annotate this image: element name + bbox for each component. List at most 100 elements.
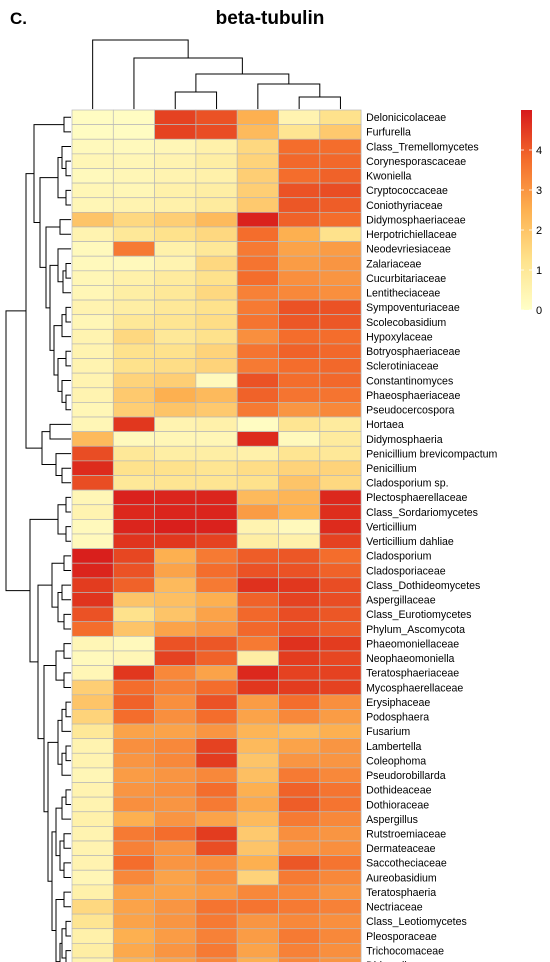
heatmap-cell bbox=[71, 621, 114, 637]
heatmap-cell bbox=[319, 826, 362, 842]
heatmap-cell bbox=[236, 606, 279, 623]
heatmap-cell bbox=[71, 504, 114, 520]
heatmap-cell bbox=[236, 285, 279, 301]
chart-title: beta-tubulin bbox=[216, 8, 325, 29]
heatmap-cell bbox=[195, 358, 238, 374]
heatmap-cell bbox=[154, 343, 197, 359]
row-label: Class_Tremellomycetes bbox=[366, 141, 479, 153]
row-label: Lentitheciaceae bbox=[366, 288, 440, 300]
row-dendrogram-branch bbox=[43, 665, 56, 813]
heatmap-cell bbox=[195, 562, 238, 579]
heatmap-cell bbox=[319, 416, 362, 432]
heatmap-cell bbox=[278, 285, 321, 301]
row-dendrogram-branch bbox=[63, 891, 71, 908]
row-label: Class_Sordariomycetes bbox=[366, 507, 478, 519]
heatmap-cell bbox=[154, 416, 197, 432]
heatmap-cell bbox=[154, 752, 197, 769]
row-label: Cladosporium sp. bbox=[366, 478, 448, 490]
heatmap-cell bbox=[71, 519, 114, 535]
heatmap-cell bbox=[112, 679, 155, 696]
row-dendrogram-branch bbox=[61, 928, 66, 959]
heatmap-cell bbox=[319, 884, 362, 900]
heatmap-cell bbox=[236, 592, 279, 608]
heatmap-cell bbox=[195, 635, 238, 652]
heatmap-cell bbox=[154, 811, 197, 827]
row-label: Hypoxylaceae bbox=[366, 331, 433, 343]
heatmap-cell bbox=[278, 182, 321, 199]
heatmap-cell bbox=[195, 606, 238, 623]
heatmap-cell bbox=[195, 285, 238, 301]
heatmap-cell bbox=[154, 942, 197, 959]
row-label: Trichocomaceae bbox=[366, 945, 444, 957]
heatmap-cell bbox=[154, 358, 197, 374]
heatmap-cell bbox=[319, 679, 362, 696]
heatmap-cell bbox=[319, 402, 362, 418]
heatmap-cell bbox=[319, 606, 362, 623]
heatmap-cell bbox=[278, 138, 321, 155]
heatmap-cell bbox=[236, 913, 279, 930]
heatmap-cell bbox=[154, 913, 197, 930]
heatmap-cell bbox=[195, 752, 238, 769]
row-label: Cladosporium bbox=[366, 551, 432, 563]
heatmap-cell bbox=[71, 270, 114, 286]
heatmap-cell bbox=[236, 358, 279, 374]
heatmap-cell bbox=[71, 533, 114, 549]
heatmap-cell bbox=[112, 738, 155, 754]
heatmap-cell bbox=[154, 285, 197, 301]
heatmap-cell bbox=[278, 211, 321, 228]
row-dendrogram-branch bbox=[57, 719, 62, 765]
heatmap-cell bbox=[319, 255, 362, 272]
legend-tick-label: 0 bbox=[536, 305, 542, 317]
heatmap-cell bbox=[236, 168, 279, 184]
row-dendrogram-branch bbox=[5, 310, 30, 592]
heatmap-cell bbox=[319, 577, 362, 593]
heatmap-cell bbox=[236, 211, 279, 228]
heatmap-cell bbox=[195, 679, 238, 696]
heatmap-cell bbox=[195, 402, 238, 418]
heatmap-cell bbox=[319, 694, 362, 710]
heatmap-cell bbox=[112, 519, 155, 535]
heatmap-cell bbox=[278, 826, 321, 842]
heatmap-cell bbox=[195, 811, 238, 827]
heatmap-cell bbox=[154, 431, 197, 447]
heatmap-cell bbox=[154, 606, 197, 623]
heatmap-cell bbox=[278, 314, 321, 330]
heatmap-cell bbox=[319, 489, 362, 506]
row-dendrogram-branch bbox=[65, 263, 71, 279]
heatmap-cell bbox=[278, 869, 321, 886]
heatmap-cell bbox=[71, 913, 114, 930]
heatmap-cell bbox=[154, 226, 197, 242]
heatmap-cell bbox=[319, 460, 362, 476]
row-dendrogram-branch bbox=[65, 920, 71, 937]
heatmap-cell bbox=[319, 942, 362, 959]
heatmap-cell bbox=[71, 387, 114, 403]
heatmap-cell bbox=[154, 899, 197, 915]
heatmap-cell bbox=[236, 767, 279, 783]
heatmap-cell bbox=[195, 226, 238, 242]
heatmap-cell bbox=[71, 650, 114, 666]
heatmap-cell bbox=[319, 840, 362, 856]
heatmap-cell bbox=[71, 431, 114, 447]
heatmap-cell bbox=[71, 299, 114, 316]
row-label: Didymellaceae bbox=[366, 960, 436, 962]
heatmap-cell bbox=[154, 723, 197, 740]
heatmap-cell bbox=[71, 592, 114, 608]
heatmap-cell bbox=[154, 621, 197, 637]
row-label: Phylum_Ascomycota bbox=[366, 624, 465, 636]
heatmap-cell bbox=[154, 635, 197, 652]
row-label: Neophaeomoniella bbox=[366, 653, 454, 665]
heatmap-cell bbox=[112, 796, 155, 813]
heatmap-cell bbox=[195, 211, 238, 228]
heatmap-cell bbox=[319, 285, 362, 301]
heatmap-cell bbox=[154, 548, 197, 564]
heatmap-cell bbox=[112, 387, 155, 403]
heatmap-cell bbox=[71, 445, 114, 462]
row-dendrogram-branch bbox=[63, 555, 71, 572]
heatmap-cell bbox=[278, 621, 321, 637]
heatmap-cell bbox=[236, 694, 279, 710]
row-dendrogram-branch bbox=[65, 789, 71, 805]
heatmap-cell bbox=[71, 343, 114, 359]
heatmap-cell bbox=[195, 665, 238, 681]
color-legend: 0 1 2 3 4 bbox=[521, 110, 542, 317]
heatmap-cell bbox=[154, 826, 197, 842]
